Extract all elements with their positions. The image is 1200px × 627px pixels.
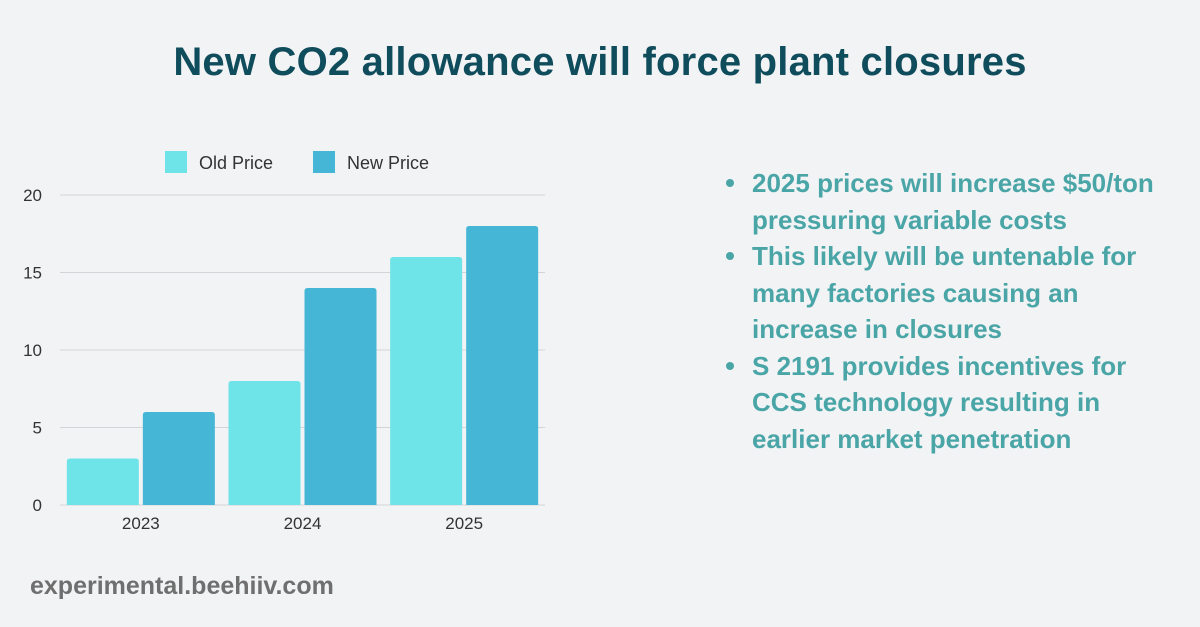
bar-new-price	[304, 288, 377, 505]
y-tick-label: 0	[33, 496, 42, 515]
bar-chart: 0 5 10 15 20 2023 2024 2025 Old Price New Price	[23, 151, 545, 533]
bar-old-price	[228, 381, 301, 505]
bar-old-price	[390, 257, 463, 505]
bullet-item: This likely will be untenable for many f…	[722, 238, 1162, 348]
x-tick-label: 2024	[284, 514, 322, 533]
legend-label: Old Price	[199, 153, 273, 173]
bullet-item: S 2191 provides incentives for CCS techn…	[722, 348, 1162, 458]
bar-new-price	[466, 226, 539, 505]
bar-old-price	[66, 458, 139, 505]
bullet-item: 2025 prices will increase $50/ton pressu…	[722, 165, 1162, 238]
legend-swatch	[165, 151, 187, 173]
legend-swatch	[313, 151, 335, 173]
bar-new-price	[142, 412, 215, 505]
footer-source: experimental.beehiiv.com	[30, 572, 334, 600]
bullet-list: 2025 prices will increase $50/ton pressu…	[722, 165, 1162, 457]
y-tick-label: 20	[23, 186, 42, 205]
legend-label: New Price	[347, 153, 429, 173]
page-title: New CO2 allowance will force plant closu…	[173, 40, 1027, 84]
y-tick-label: 15	[23, 264, 42, 283]
y-tick-label: 5	[33, 419, 42, 438]
y-tick-label: 10	[23, 341, 42, 360]
x-tick-label: 2025	[445, 514, 483, 533]
x-tick-label: 2023	[122, 514, 160, 533]
